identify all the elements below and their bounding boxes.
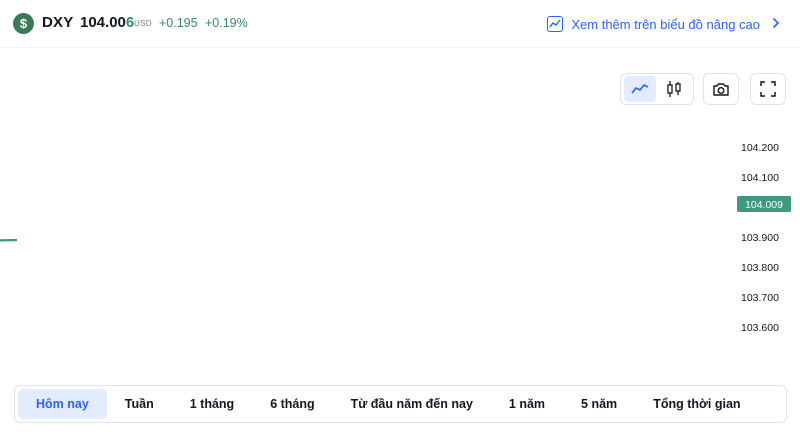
quote-header: $ DXY 104.006 USD +0.195 +0.19% Xem thêm…	[0, 0, 800, 48]
tab-ytd[interactable]: Từ đầu năm đến nay	[350, 397, 473, 411]
price-change: +0.195	[159, 16, 198, 30]
tab-1-month[interactable]: 1 tháng	[189, 397, 235, 411]
chart-style-toggle	[620, 73, 694, 105]
tab-today[interactable]: Hôm nay	[18, 389, 107, 419]
range-tabs: Hôm nay Tuần 1 tháng 6 tháng Từ đầu năm …	[14, 385, 787, 423]
camera-icon[interactable]	[703, 73, 739, 105]
y-tick-label: 103.900	[741, 232, 779, 244]
advanced-chart-link[interactable]: Xem thêm trên biểu đồ nâng cao	[547, 14, 780, 34]
tab-5-years[interactable]: 5 năm	[581, 397, 618, 411]
price-main: 104.00	[80, 14, 126, 31]
y-tick-label: 103.800	[741, 262, 779, 274]
tab-all-time[interactable]: Tổng thời gian	[653, 397, 741, 411]
y-tick-label: 104.100	[741, 172, 779, 184]
last-value-badge	[737, 196, 791, 212]
tab-6-months[interactable]: 6 tháng	[270, 397, 315, 411]
price-series-line	[0, 238, 18, 242]
currency-label: USD	[134, 19, 152, 28]
line-chart-icon[interactable]	[624, 76, 656, 102]
chevron-right-icon	[772, 16, 780, 32]
y-tick-label: 104.200	[741, 142, 779, 154]
y-tick-label: 103.700	[741, 292, 779, 304]
tab-1-year[interactable]: 1 năm	[508, 397, 546, 411]
y-tick-label: 103.600	[741, 322, 779, 334]
last-value-label: 104.009	[745, 199, 783, 211]
tab-week[interactable]: Tuần	[124, 397, 154, 411]
price-chart[interactable]: 104.200 104.100 103.900 103.800 103.700 103.6…	[0, 120, 800, 380]
price-chart-svg: 104.200 104.100 103.900 103.800 103.700 103.6…	[0, 142, 791, 334]
fullscreen-icon[interactable]	[750, 73, 786, 105]
candlestick-icon[interactable]	[658, 76, 690, 102]
advanced-chart-link-label: Xem thêm trên biểu đồ nâng cao	[571, 16, 760, 32]
price-tail: 6	[125, 14, 135, 31]
price-change-percent: +0.19%	[205, 16, 248, 30]
chart-trend-icon	[547, 16, 564, 32]
price-value: 104.006	[80, 14, 134, 31]
dollar-icon: $	[13, 13, 34, 34]
symbol-label: DXY	[42, 14, 74, 31]
